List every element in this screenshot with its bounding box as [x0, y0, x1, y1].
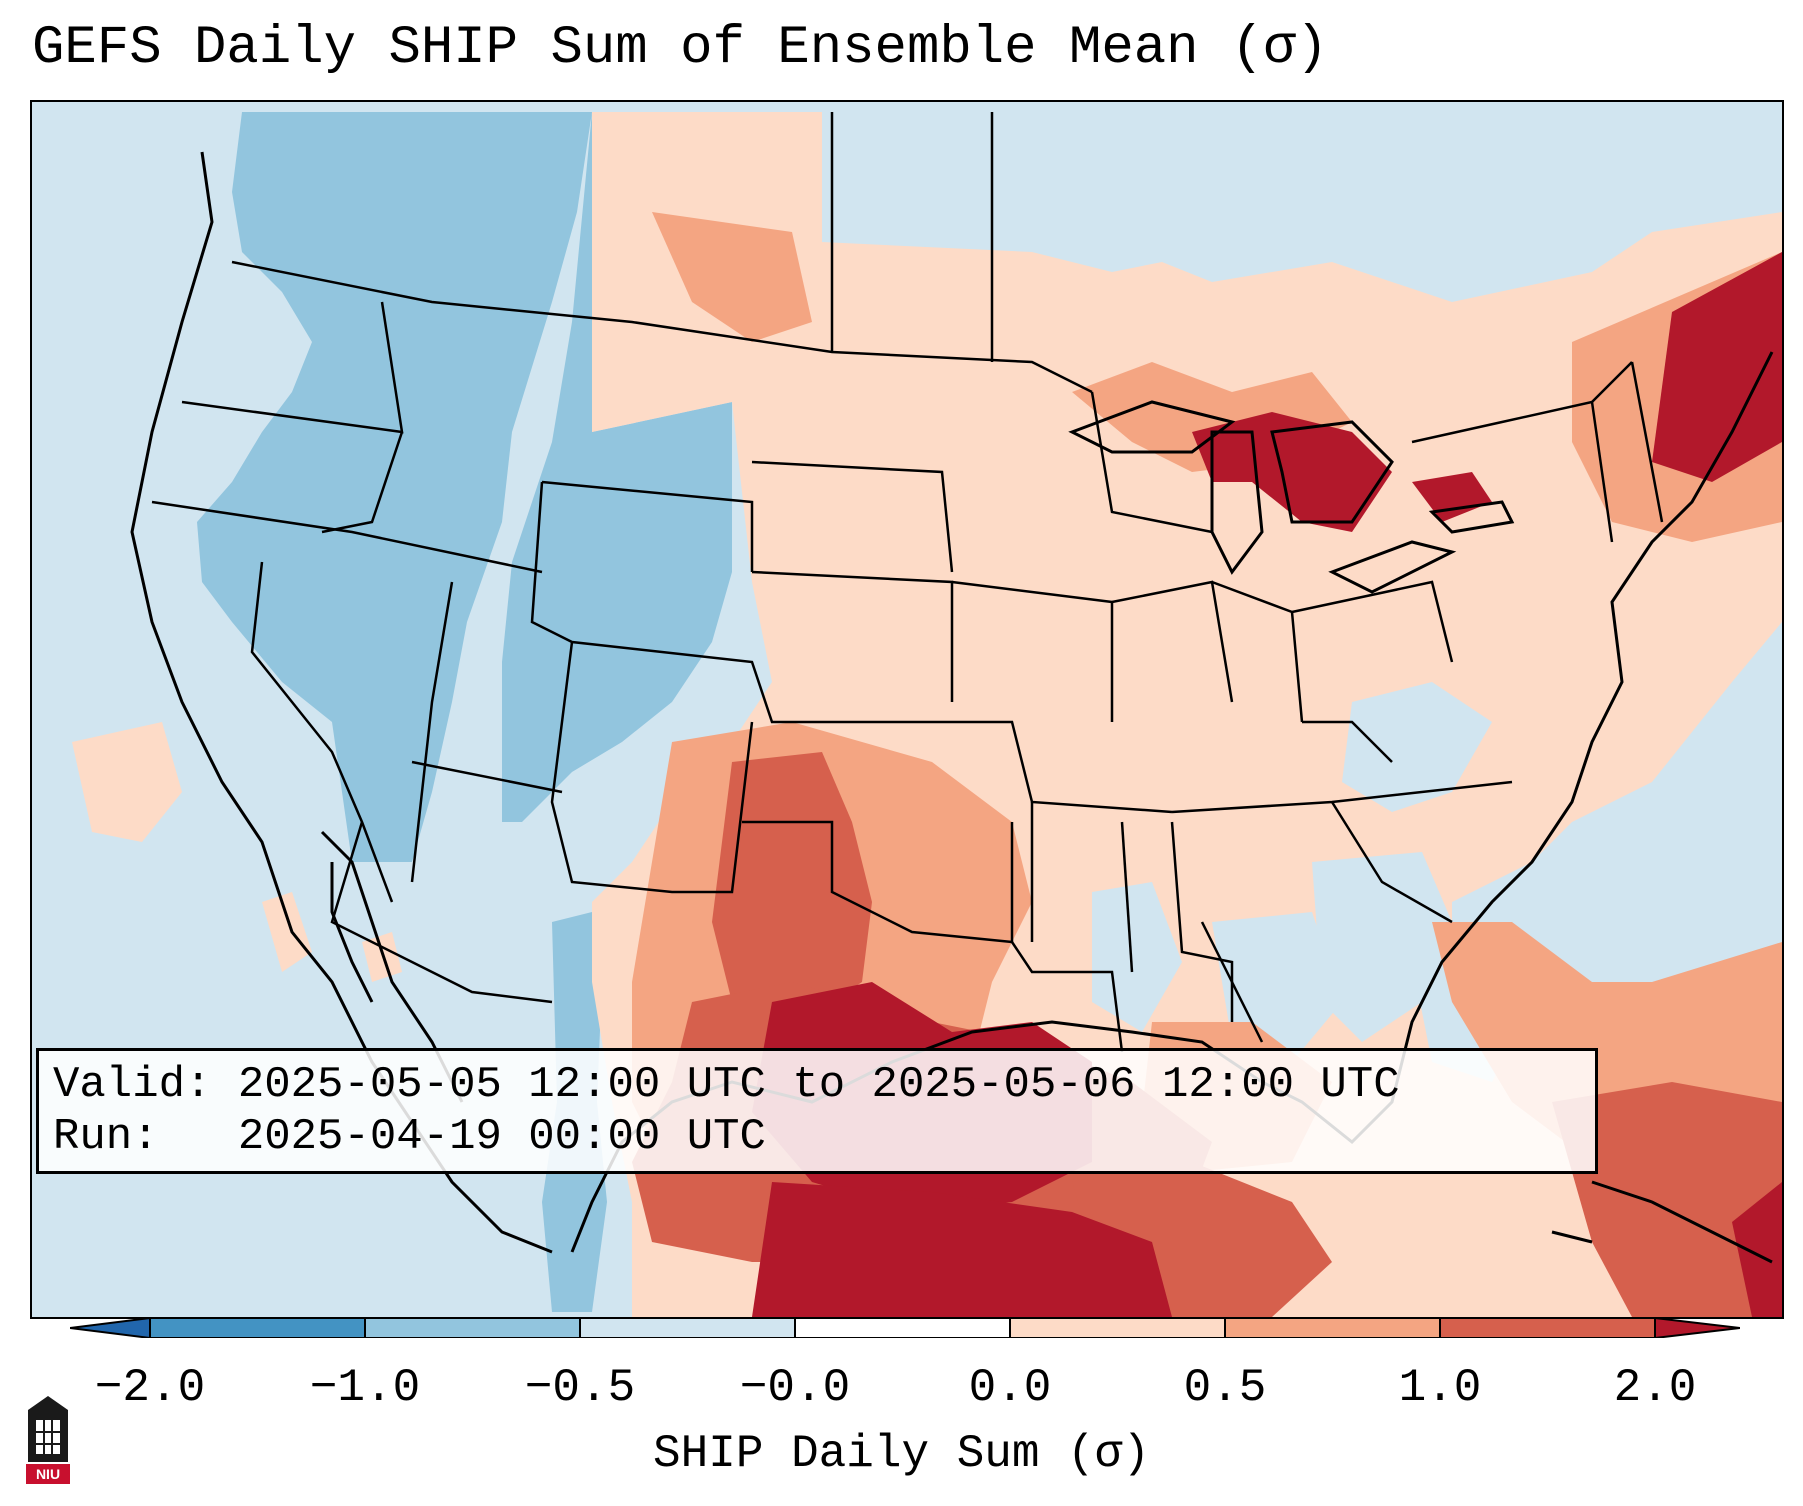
great-lakes — [1068, 400, 1515, 594]
colorbar-bin-neg-1-to-neg-05 — [365, 1318, 580, 1338]
colorbar-tick-label: 1.0 — [1398, 1362, 1482, 1414]
colorbar-bin-05-to-1 — [1225, 1318, 1440, 1338]
niu-logo-icon: NIU — [26, 1396, 70, 1484]
colorbar-ticks — [149, 1318, 1656, 1338]
colorbar-tick-label: −2.0 — [94, 1362, 206, 1414]
logo-text: NIU — [36, 1466, 60, 1482]
colorbar-tick-label: −0.5 — [524, 1362, 636, 1414]
caribbean-islands — [1551, 1180, 1773, 1264]
valid-time-line: Valid: 2025-05-05 12:00 UTC to 2025-05-0… — [53, 1060, 1400, 1110]
validity-info-box: Valid: 2025-05-05 12:00 UTC to 2025-05-0… — [36, 1048, 1598, 1174]
colorbar-tick-label: 0.0 — [968, 1362, 1052, 1414]
colorbar-label: SHIP Daily Sum (σ) — [653, 1428, 1150, 1480]
colorbar-bin-zero — [795, 1318, 1010, 1338]
colorbar-bin-0-to-05 — [1010, 1318, 1225, 1338]
colorbar-tick-label: 2.0 — [1613, 1362, 1697, 1414]
colorbar-extend-high — [1655, 1318, 1740, 1338]
run-time-line: Run: 2025-04-19 00:00 UTC — [53, 1112, 766, 1162]
colorbar-extend-low — [70, 1318, 150, 1338]
colorbar-tick-label: 0.5 — [1183, 1362, 1267, 1414]
colorbar-bin-neg-05-to-0 — [580, 1318, 795, 1338]
colorbar-bin-neg-2-to-neg-1 — [150, 1318, 365, 1338]
chart-title: GEFS Daily SHIP Sum of Ensemble Mean (σ) — [32, 18, 1329, 79]
state-borders — [151, 112, 1664, 1053]
colorbar-tick-label: −0.0 — [739, 1362, 851, 1414]
colorbar — [70, 1318, 1740, 1338]
colorbar-bin-1-to-2 — [1440, 1318, 1655, 1338]
colorbar-tick-label: −1.0 — [309, 1362, 421, 1414]
